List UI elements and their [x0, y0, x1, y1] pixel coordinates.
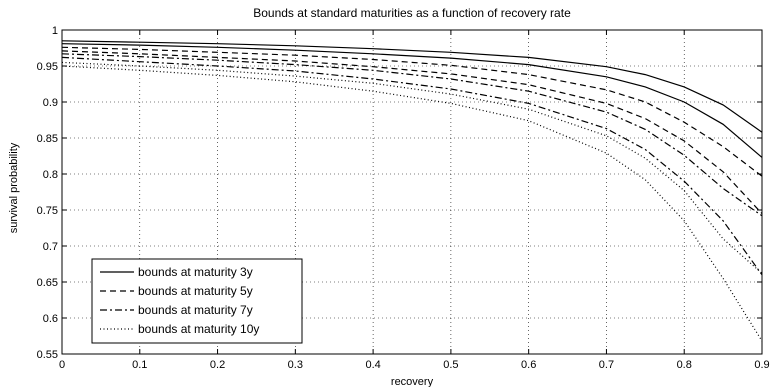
- y-tick-label: 0.7: [43, 241, 58, 253]
- x-tick-label: 0: [59, 359, 65, 371]
- x-axis-label: recovery: [391, 376, 434, 387]
- y-tick-label: 0.9: [43, 97, 58, 109]
- legend-label: bounds at maturity 7y: [138, 303, 253, 317]
- x-tick-label: 0.5: [443, 359, 458, 371]
- series-1-line-upper: [61, 40, 763, 133]
- series-4-line-upper: [61, 61, 763, 274]
- legend-label: bounds at maturity 10y: [138, 322, 259, 336]
- y-tick-label: 0.95: [37, 61, 58, 73]
- x-tick-label: 0.4: [365, 359, 380, 371]
- y-tick-label: 0.8: [43, 169, 58, 181]
- x-tick-label: 0.6: [521, 359, 536, 371]
- x-tick-label: 0.3: [288, 359, 303, 371]
- x-tick-label: 0.9: [754, 359, 769, 371]
- y-tick-label: 0.6: [43, 313, 58, 325]
- x-tick-label: 0.7: [599, 359, 614, 371]
- series-3-line-upper: [61, 53, 763, 217]
- x-tick-label: 0.1: [132, 359, 147, 371]
- series-3-line-lower: [61, 56, 763, 276]
- y-tick-label: 0.85: [37, 133, 58, 145]
- x-tick-label: 0.8: [677, 359, 692, 371]
- y-tick-label: 0.65: [37, 277, 58, 289]
- chart-title: Bounds at standard maturities as a funct…: [253, 6, 571, 20]
- series-2-line-upper: [61, 46, 763, 177]
- legend: bounds at maturity 3y bounds at maturity …: [91, 258, 303, 344]
- series-1-line-lower: [61, 43, 763, 158]
- plot-frame: [61, 29, 763, 355]
- y-axis-label: survival probability: [8, 142, 20, 233]
- y-tick-label: 1: [52, 25, 58, 37]
- series-4-line-lower: [61, 65, 763, 342]
- legend-label: bounds at maturity 3y: [138, 265, 253, 279]
- x-tick-label: 0.2: [210, 359, 225, 371]
- y-tick-label: 0.55: [37, 349, 58, 361]
- legend-box: [91, 258, 303, 344]
- y-tick-label: 0.75: [37, 205, 58, 217]
- ticks: 0 0.1 0.2 0.3 0.4 0.5 0.6 0.7 0.8 0.9 0.55 0.6 0.65 0…: [37, 25, 770, 371]
- legend-label: bounds at maturity 5y: [138, 284, 253, 298]
- series-layer: [61, 40, 763, 342]
- series-2-line-lower: [61, 50, 763, 215]
